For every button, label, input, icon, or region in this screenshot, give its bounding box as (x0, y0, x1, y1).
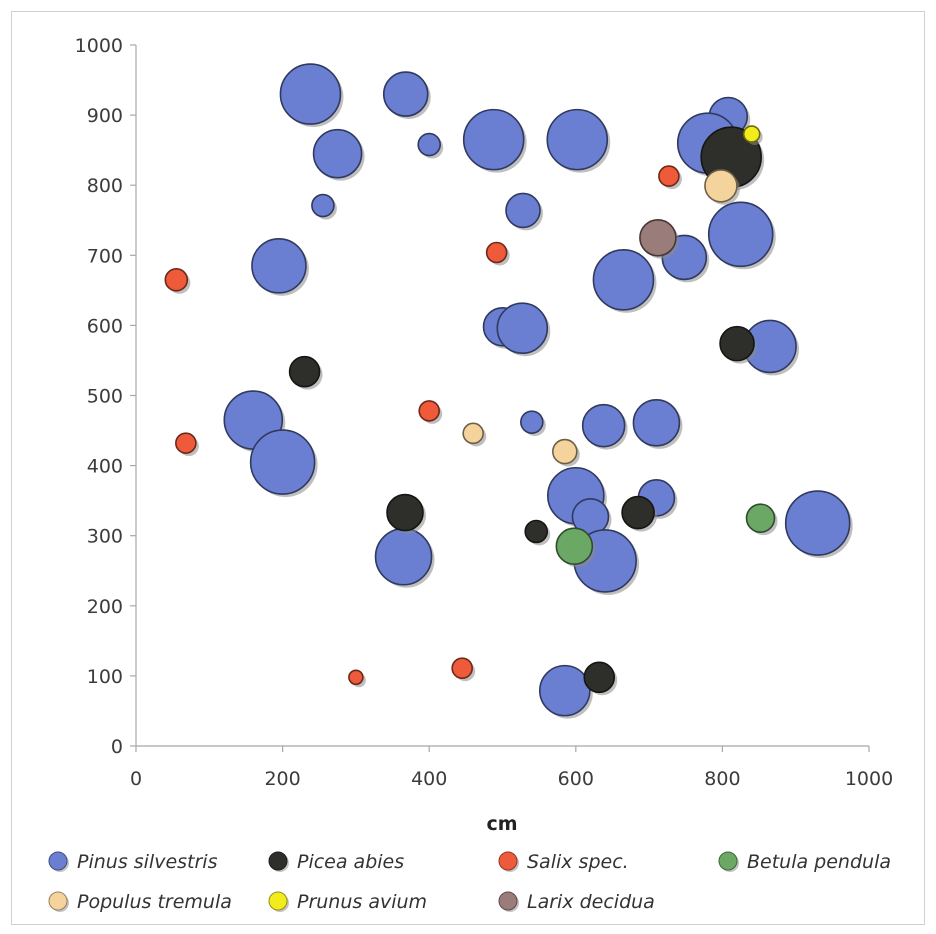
bubble (451, 657, 473, 679)
series-populus-tremula (462, 169, 740, 467)
y-tick-label: 1000 (75, 35, 123, 57)
x-tick-label: 0 (130, 768, 142, 790)
bubble (520, 410, 544, 434)
legend-item: Betula pendula (718, 851, 891, 873)
x-axis-label: cm (486, 813, 517, 835)
legend-label: Picea abies (297, 851, 404, 873)
y-tick-label: 100 (87, 666, 123, 688)
bubble (707, 201, 774, 268)
bubble (539, 664, 591, 717)
bubble (462, 422, 484, 445)
legend-label: Salix spec. (527, 851, 629, 873)
legend-marker (268, 851, 288, 871)
bubble (164, 268, 189, 292)
bubble (288, 355, 321, 388)
bubble (524, 519, 549, 544)
legend-item: Prunus avium (268, 891, 427, 913)
bubble (742, 125, 761, 143)
bubble (505, 192, 541, 229)
bubble (658, 165, 680, 187)
legend-item: Salix spec. (498, 851, 629, 873)
axis-ticks: 0 100 200 300 400 500 600 700 800 900 1000 0 200 400 6… (75, 35, 894, 790)
y-tick-label: 700 (87, 245, 123, 267)
y-tick-label: 0 (111, 736, 123, 758)
y-tick-label: 800 (87, 175, 123, 197)
bubble (583, 661, 616, 694)
legend: Pinus silvestris Picea abies Salix spec. Be… (48, 851, 891, 913)
series-salix-spec (164, 165, 682, 688)
legend-item: Populus tremula (48, 891, 232, 913)
x-tick-label: 400 (411, 768, 447, 790)
y-tick-label: 300 (87, 526, 123, 548)
legend-label: Prunus avium (297, 891, 427, 913)
bubble (418, 400, 441, 422)
bubble (374, 527, 433, 586)
bubble (251, 238, 307, 294)
legend-marker (498, 851, 518, 871)
bubble (386, 493, 424, 532)
bubble-chart: 0 100 200 300 400 500 600 700 800 900 1000 0 200 400 6… (48, 35, 894, 913)
bubble (704, 169, 738, 203)
bubble (639, 218, 677, 257)
legend-label: Larix decidua (527, 891, 655, 913)
bubble (745, 503, 776, 533)
bubble (462, 108, 525, 171)
bubble (552, 438, 578, 465)
legend-marker (718, 851, 738, 871)
series-larix-decidua (639, 218, 679, 259)
legend-marker (48, 851, 68, 871)
bubble (417, 132, 442, 157)
legend-item: Picea abies (268, 851, 404, 873)
legend-marker (498, 891, 518, 911)
bubble (555, 527, 594, 566)
bubble (279, 63, 342, 125)
series-betula-pendula (555, 503, 778, 568)
bubble (581, 403, 626, 448)
bubble (632, 399, 681, 447)
bubble (175, 432, 197, 454)
y-tick-label: 900 (87, 105, 123, 127)
legend-marker (48, 891, 68, 911)
x-tick-label: 200 (264, 768, 300, 790)
bubbles (164, 63, 853, 719)
x-tick-label: 800 (704, 768, 740, 790)
bubble (382, 71, 429, 117)
bubble (546, 108, 609, 171)
y-tick-label: 500 (87, 386, 123, 408)
legend-item: Pinus silvestris (48, 851, 218, 873)
chart-frame: 0 100 200 300 400 500 600 700 800 900 1000 0 200 400 6… (11, 11, 925, 925)
legend-label: Pinus silvestris (77, 851, 218, 873)
bubble (592, 249, 655, 311)
x-tick-label: 600 (558, 768, 594, 790)
bubble (719, 325, 755, 362)
y-tick-label: 400 (87, 456, 123, 478)
bubble (249, 429, 316, 495)
legend-item: Larix decidua (498, 891, 655, 913)
x-tick-label: 1000 (845, 768, 893, 790)
legend-label: Populus tremula (77, 891, 232, 913)
legend-marker (268, 891, 288, 911)
y-tick-label: 600 (87, 315, 123, 337)
y-tick-label: 200 (87, 596, 123, 618)
bubble (621, 495, 655, 530)
legend-label: Betula pendula (747, 851, 891, 873)
bubble (312, 128, 363, 179)
bubble (348, 669, 364, 686)
bubble (311, 193, 335, 218)
bubble (496, 302, 549, 355)
bubble (485, 241, 508, 264)
series-prunus-avium (742, 125, 763, 146)
bubble (784, 490, 851, 556)
